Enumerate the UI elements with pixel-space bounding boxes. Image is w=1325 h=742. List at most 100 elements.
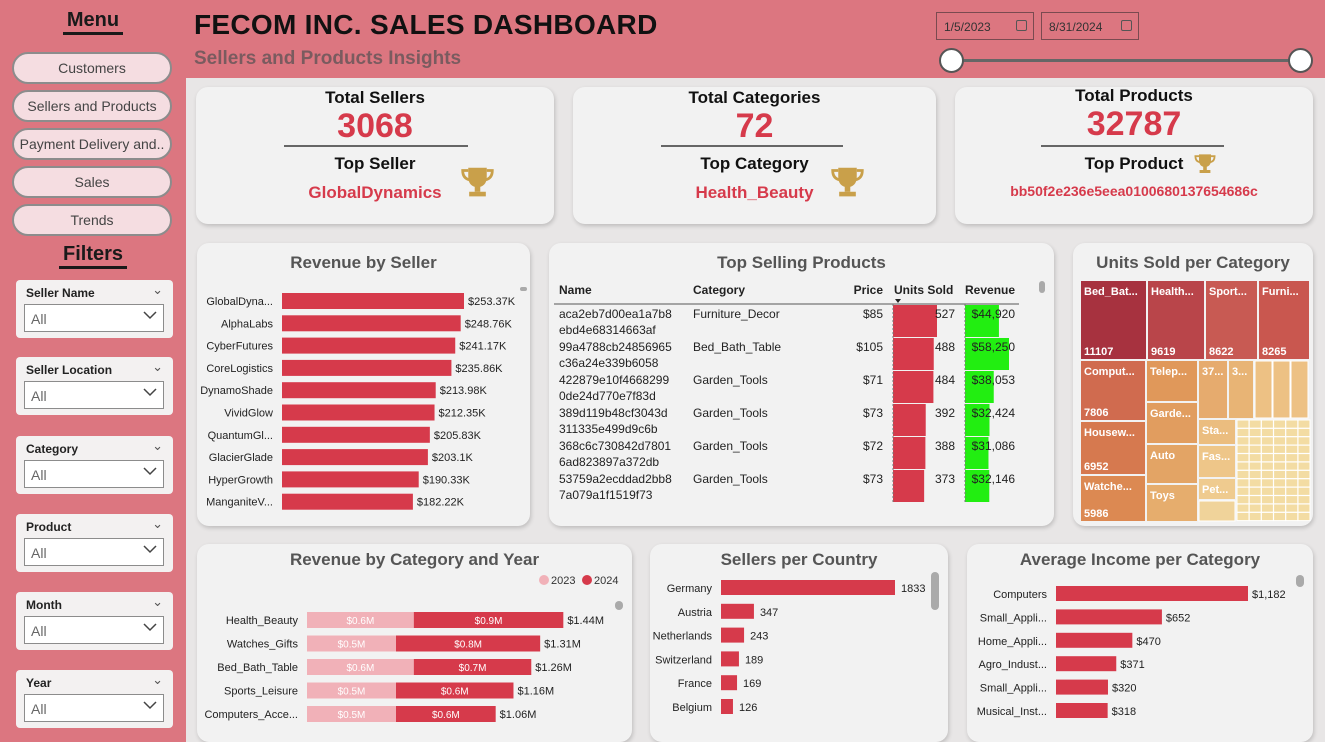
scrollbar[interactable] — [1296, 575, 1304, 587]
units-sold-category-card: Units Sold per Category Bed_Bat... 11107 H… — [1073, 243, 1313, 526]
kpi-value: 32787 — [1086, 105, 1182, 143]
treemap-cell — [1148, 281, 1204, 359]
seller-bar — [282, 293, 464, 309]
slider-end-handle[interactable] — [1288, 48, 1313, 73]
divider — [661, 145, 843, 147]
chart-title: Top Selling Products — [717, 253, 886, 272]
treemap-cell — [1260, 436, 1274, 446]
chevron-down-icon[interactable]: ⌄ — [152, 672, 163, 687]
seller-label: HyperGrowth — [208, 474, 273, 486]
treemap-cell — [1297, 436, 1311, 446]
treemap-cell — [1260, 453, 1274, 463]
chevron-down-icon[interactable]: ⌄ — [152, 359, 163, 374]
chevron-down-icon[interactable]: ⌄ — [152, 282, 163, 297]
treemap-cell — [1273, 503, 1287, 513]
scrollbar[interactable] — [1039, 281, 1045, 293]
product-name: 422879e10f4668299 — [559, 373, 669, 387]
menu-item-payment-delivery[interactable]: Payment Delivery and.. — [12, 128, 172, 160]
treemap-cell — [1285, 511, 1299, 522]
treemap-cell — [1248, 427, 1262, 438]
year-dropdown[interactable]: All — [24, 694, 164, 722]
menu-item-sales[interactable]: Sales — [12, 166, 172, 198]
legend-label-2024: 2024 — [594, 575, 618, 587]
units-sold-bar — [893, 371, 934, 403]
average-income-card: Average Income per Category Computers $1,… — [967, 544, 1313, 742]
treemap-label: Watche... — [1084, 481, 1132, 493]
treemap-cell — [1260, 503, 1274, 513]
seller-name-dropdown[interactable]: All — [24, 304, 164, 332]
scrollbar[interactable] — [931, 572, 939, 610]
units-sold-value: 484 — [935, 373, 955, 387]
product-category: Garden_Tools — [693, 373, 768, 387]
country-label: Germany — [667, 583, 713, 595]
units-sold-bar — [893, 470, 925, 502]
treemap-cell — [1248, 478, 1262, 488]
bar-2023 — [307, 612, 414, 628]
scrollbar[interactable] — [615, 601, 623, 610]
revenue-bar — [965, 371, 994, 403]
treemap-label: 37... — [1202, 366, 1223, 378]
value-2023: $0.6M — [347, 663, 375, 674]
date-range-slider[interactable] — [952, 59, 1300, 62]
top-category-name: Health_Beauty — [695, 183, 814, 202]
filter-label: Year — [26, 676, 52, 690]
country-value-label: 189 — [745, 654, 763, 666]
treemap-cell — [1297, 486, 1311, 496]
filters-title: Filters — [0, 243, 186, 269]
filter-label: Month — [26, 598, 62, 612]
treemap-cell — [1285, 461, 1299, 471]
treemap-cell — [1273, 444, 1287, 454]
product-dropdown[interactable]: All — [24, 538, 164, 566]
seller-bar — [282, 471, 419, 488]
chevron-down-icon[interactable]: ⌄ — [152, 594, 163, 609]
category-label: Computers_Acce... — [204, 709, 298, 721]
sort-desc-icon — [895, 299, 901, 303]
chevron-down-icon[interactable]: ⌄ — [152, 516, 163, 531]
units-sold-value: 388 — [935, 439, 955, 453]
month-dropdown[interactable]: All — [24, 616, 164, 644]
units-sold-bar — [893, 404, 926, 436]
treemap-cell — [1236, 511, 1250, 522]
menu-item-sellers-products[interactable]: Sellers and Products — [12, 90, 172, 122]
revenue-category-year-card: Revenue by Category and Year 2023 2024 Hea… — [197, 544, 632, 742]
seller-bar — [282, 493, 413, 510]
slider-start-handle[interactable] — [939, 48, 964, 73]
revenue-by-seller-card: Revenue by Seller GlobalDyna... $253.37K A… — [197, 243, 530, 526]
chart-title: Revenue by Category and Year — [289, 550, 540, 569]
units-sold-value: 373 — [935, 472, 955, 486]
filter-month: Month ⌄ All — [16, 592, 173, 650]
treemap-cell — [1285, 436, 1299, 446]
column-header-name: Name — [559, 283, 592, 297]
income-value-label: $652 — [1166, 612, 1190, 624]
menu-item-trends[interactable]: Trends — [12, 204, 172, 236]
country-label: Austria — [678, 607, 713, 619]
kpi-value: 3068 — [337, 107, 413, 145]
scrollbar[interactable] — [520, 287, 527, 291]
treemap-cell — [1236, 436, 1250, 446]
menu-item-customers[interactable]: Customers — [12, 52, 172, 84]
column-header-category: Category — [693, 283, 745, 297]
filter-seller-name: Seller Name ⌄ All — [16, 280, 173, 338]
product-name: 311335e499d9c6b — [559, 422, 658, 436]
calendar-icon[interactable] — [1121, 20, 1132, 31]
bar-2024 — [396, 635, 541, 652]
kpi-card-products: Total Products 32787 Top Product bb50f2e… — [955, 86, 1313, 224]
treemap-cell — [1297, 503, 1311, 513]
chevron-down-icon[interactable]: ⌄ — [152, 438, 163, 453]
category-dropdown[interactable]: All — [24, 460, 164, 488]
chart-title: Units Sold per Category — [1096, 253, 1290, 272]
units-sold-bar — [893, 437, 926, 469]
end-date-input[interactable]: 8/31/2024 — [1041, 12, 1139, 40]
treemap-label: Housew... — [1084, 427, 1135, 439]
treemap-cell — [1297, 469, 1311, 480]
country-value-label: 347 — [760, 607, 778, 619]
country-value-label: 126 — [739, 702, 757, 714]
seller-bar — [282, 426, 430, 443]
seller-value-label: $241.17K — [459, 341, 507, 353]
total-label: $1.16M — [517, 686, 554, 698]
treemap-cell — [1297, 495, 1311, 505]
start-date-input[interactable]: 1/5/2023 — [936, 12, 1034, 40]
treemap-cell — [1290, 360, 1309, 419]
seller-location-dropdown[interactable]: All — [24, 381, 164, 409]
calendar-icon[interactable] — [1016, 20, 1027, 31]
